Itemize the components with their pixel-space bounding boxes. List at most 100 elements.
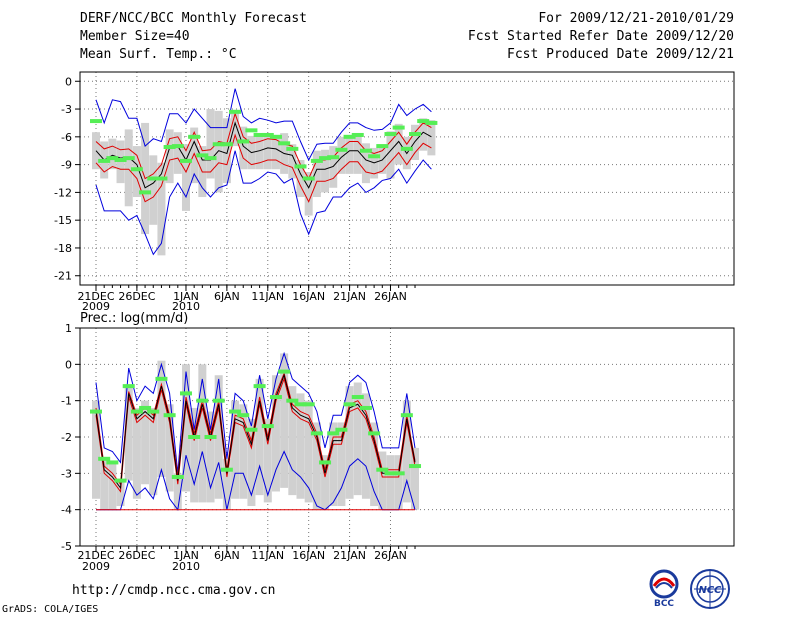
ensemble-box: [353, 136, 362, 174]
source-url[interactable]: http://cmdp.ncc.cma.gov.cn: [72, 583, 276, 598]
ensemble-box: [149, 155, 158, 225]
ensemble-box: [132, 407, 141, 499]
member-mark: [179, 158, 192, 163]
ensemble-box: [181, 364, 190, 492]
forecast-period: For 2009/12/21-2010/01/29: [538, 11, 734, 26]
member-mark: [269, 395, 282, 400]
member-mark: [302, 176, 315, 181]
ensemble-box: [304, 400, 313, 503]
x-tick-label: 21DEC: [77, 549, 114, 562]
ensemble-box: [181, 144, 190, 211]
ensemble-box: [239, 126, 248, 170]
chart-panel-1: [75, 71, 735, 291]
series-lower-inner-line: [95, 377, 416, 493]
member-mark: [335, 427, 348, 432]
member-mark: [417, 119, 430, 124]
ensemble-box: [386, 131, 395, 179]
x-tick-label: 21JAN: [333, 290, 366, 303]
ensemble-box: [116, 480, 125, 507]
y-tick-label: -1: [61, 395, 72, 408]
ensemble-box: [402, 400, 411, 503]
member-mark: [319, 156, 332, 161]
x-tick-label: 11JAN: [251, 290, 284, 303]
y-tick-label: -2: [61, 431, 72, 444]
member-mark: [310, 158, 323, 163]
ensemble-box: [92, 400, 100, 499]
ensemble-box: [345, 386, 354, 499]
member-mark: [269, 134, 282, 139]
ensemble-box: [386, 455, 395, 510]
grads-credit: GrADS: COLA/IGES: [2, 604, 99, 615]
member-mark: [196, 398, 209, 403]
member-mark: [327, 431, 340, 436]
member-mark: [261, 132, 274, 137]
member-size-label: Member Size=40: [80, 29, 190, 44]
member-mark: [310, 431, 323, 436]
member-mark: [286, 146, 299, 151]
member-mark: [294, 164, 307, 169]
x-tick-label: 16JAN: [292, 290, 325, 303]
member-mark: [90, 409, 102, 414]
ensemble-box: [124, 129, 133, 207]
member-mark: [163, 145, 176, 150]
ensemble-box: [263, 135, 272, 170]
member-mark: [392, 125, 405, 130]
member-mark: [130, 409, 143, 414]
chart-title: DERF/NCC/BCC Monthly Forecast: [80, 11, 307, 26]
ensemble-box: [312, 150, 321, 198]
member-mark: [425, 120, 438, 125]
member-mark: [229, 109, 242, 114]
ensemble-box: [345, 134, 354, 174]
member-mark: [122, 156, 135, 161]
ncc-logo-text: NCC: [698, 585, 722, 596]
x-tick-label: 1JAN: [173, 549, 199, 562]
member-mark: [204, 156, 217, 161]
ensemble-box: [100, 458, 109, 510]
series-upper-outer-line: [95, 351, 416, 474]
ensemble-box: [141, 400, 150, 485]
variable-label: Mean Surf. Temp.: °C: [80, 47, 237, 62]
y-tick-label: -21: [54, 270, 72, 283]
member-mark: [335, 147, 348, 152]
ensemble-box: [304, 172, 313, 216]
member-mark: [212, 398, 225, 403]
member-mark: [98, 158, 111, 163]
ensemble-box: [296, 393, 305, 499]
member-mark: [400, 146, 413, 151]
ensemble-box: [157, 360, 166, 477]
ensemble-box: [165, 129, 174, 184]
y-tick-label: -3: [61, 103, 72, 116]
x-tick-label: 6JAN: [214, 290, 240, 303]
member-mark: [212, 142, 225, 147]
ensemble-box: [337, 422, 346, 507]
member-mark: [302, 402, 315, 407]
ensemble-box: [206, 109, 215, 179]
ncc-logo: NCC: [690, 569, 730, 609]
ensemble-box: [214, 375, 223, 499]
ensemble-box: [370, 422, 379, 507]
series-lower-outer-line: [95, 150, 432, 256]
x-tick-label: 1JAN: [173, 290, 199, 303]
bcc-logo: BCC: [649, 569, 679, 608]
member-mark: [155, 176, 168, 181]
x-tick-label: 6JAN: [214, 549, 240, 562]
ensemble-box: [132, 146, 141, 198]
bcc-logo-text: BCC: [654, 599, 674, 608]
ensemble-box: [288, 144, 297, 179]
chart-panel-2: [75, 327, 735, 552]
ensemble-box: [378, 451, 387, 510]
ensemble-box: [321, 455, 330, 510]
member-mark: [122, 384, 135, 389]
member-mark: [359, 405, 372, 410]
ensemble-box: [296, 159, 305, 198]
ensemble-box: [394, 455, 403, 510]
ensemble-box: [394, 123, 403, 165]
member-mark: [409, 464, 422, 469]
forecast-produced-date: Fcst Produced Date 2009/12/21: [507, 47, 734, 62]
member-mark: [220, 467, 233, 472]
y-tick-label: -4: [61, 504, 72, 517]
plot-frame: [79, 71, 735, 286]
x-tick-label: 21JAN: [333, 549, 366, 562]
member-mark: [351, 132, 364, 137]
